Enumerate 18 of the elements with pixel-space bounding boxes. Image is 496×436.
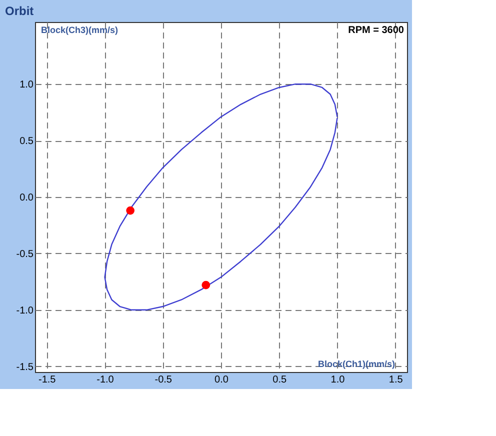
y-tick-label: -0.5 xyxy=(16,248,34,260)
y-tick-label: -1.0 xyxy=(16,305,34,316)
x-tick-label: 0.0 xyxy=(214,374,229,386)
y-tick-label: 0.0 xyxy=(20,192,34,204)
annotation: RPM = 3600 xyxy=(348,25,404,36)
x-tick-label: -1.0 xyxy=(96,374,114,386)
y-tick-label: 0.5 xyxy=(20,136,34,148)
x-axis-title: Block(Ch1)(mm/s) xyxy=(318,359,395,369)
x-tick-label: 1.5 xyxy=(388,374,404,386)
x-tick-label: 1.0 xyxy=(330,374,346,386)
x-tick-label: -1.5 xyxy=(38,374,56,386)
y-axis-title: Block(Ch3)(mm/s) xyxy=(41,25,118,35)
y-tick-label: 1.0 xyxy=(20,80,34,91)
chart-title: Orbit xyxy=(5,4,34,18)
line-series xyxy=(104,83,338,311)
x-tick-label: 0.5 xyxy=(272,374,288,386)
x-tick-label: -0.5 xyxy=(154,374,172,386)
y-tick-label: -1.5 xyxy=(16,362,34,373)
